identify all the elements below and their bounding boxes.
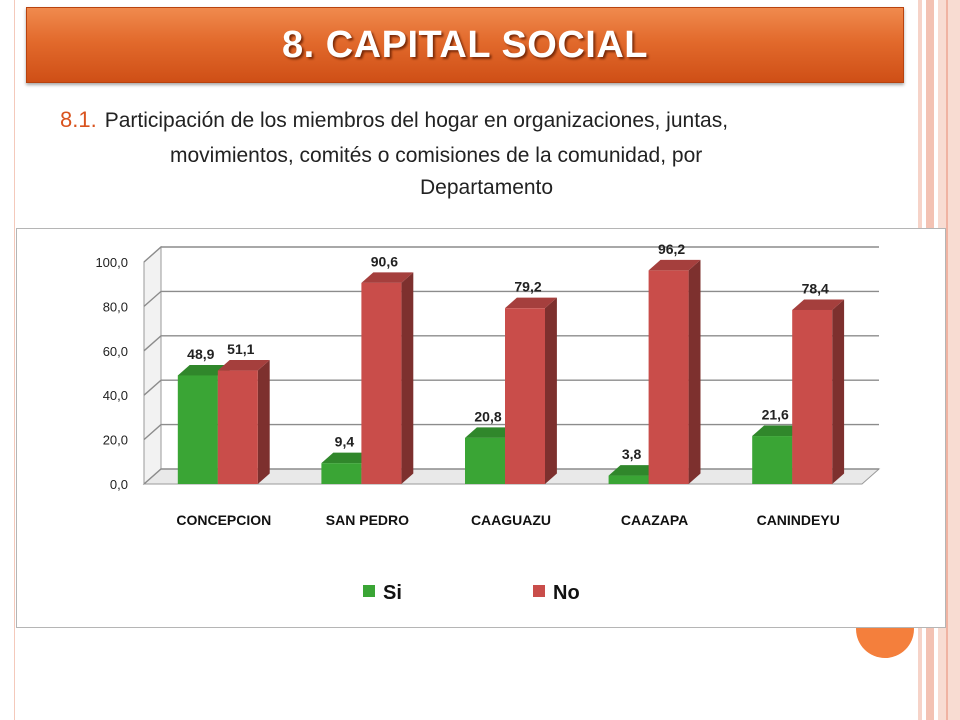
bar-no (792, 309, 833, 484)
bar-side-no (545, 297, 557, 484)
data-label: 48,9 (187, 346, 214, 362)
bar-no (505, 308, 545, 484)
bar-si (177, 375, 218, 484)
slide-title: 8. CAPITAL SOCIAL (281, 23, 648, 66)
x-tick-label: SAN PEDRO (326, 512, 409, 528)
data-label: 3,8 (622, 446, 642, 462)
bar-si (608, 475, 649, 484)
bar-si (321, 463, 362, 484)
y-tick-label: 40,0 (103, 388, 128, 403)
data-label: 51,1 (227, 341, 254, 357)
gridline (143, 423, 879, 441)
chart-container: 0,0 20,0 40,0 60,0 80,0 100,0 48,9 51,1 CONCEPCI… (16, 228, 946, 628)
y-tick-label: 20,0 (103, 433, 128, 448)
bar-top-si (608, 465, 661, 476)
bar-no (217, 370, 258, 484)
bar-side-no (401, 272, 414, 484)
gridline (143, 335, 879, 352)
x-tick-label: CONCEPCION (176, 512, 271, 528)
bar-top-no (361, 272, 414, 283)
subtitle-number: 8.1. (60, 107, 97, 132)
side-wall (143, 245, 162, 486)
x-tick-label: CAAGUAZU (471, 512, 551, 528)
x-tick-label: CAAZAPA (621, 512, 688, 528)
y-tick-label: 80,0 (103, 299, 128, 314)
bar-side-no (832, 299, 845, 484)
gridline (143, 379, 879, 396)
data-label: 78,4 (802, 280, 829, 296)
bar-top-no (217, 360, 270, 371)
bar-no (648, 270, 689, 484)
bar-si (752, 436, 793, 484)
decor-stripe (946, 0, 948, 720)
subtitle-line-2: movimientos, comités o comisiones de la … (170, 144, 703, 167)
bar-side-no (257, 360, 270, 484)
y-tick-label: 100,0 (95, 255, 128, 270)
x-tick-label: CANINDEYU (757, 512, 840, 528)
data-label: 79,2 (514, 279, 541, 295)
bar-no (361, 282, 402, 484)
bar-top-si (177, 364, 230, 376)
gridline (143, 246, 879, 263)
bar-chart: 0,0 20,0 40,0 60,0 80,0 100,0 48,9 51,1 CONCEPCI… (95, 241, 881, 604)
bar-side-no (688, 259, 701, 484)
data-label: 90,6 (371, 253, 398, 269)
data-label: 21,6 (762, 407, 789, 423)
subtitle-text-1: Participación de los miembros del hogar … (104, 109, 729, 132)
legend-label-si: Si (383, 582, 402, 604)
data-label: 20,8 (474, 408, 501, 424)
bar-top-no (505, 297, 557, 309)
title-banner: 8. CAPITAL SOCIAL (26, 7, 904, 83)
bar-top-no (648, 259, 701, 271)
legend-label-no: No (553, 582, 580, 604)
left-border-line (14, 0, 15, 720)
y-tick-label: 60,0 (103, 344, 128, 359)
legend-swatch-no (533, 585, 545, 597)
bar-si (465, 437, 505, 484)
data-label: 96,2 (658, 241, 685, 257)
bar-top-si (321, 452, 374, 464)
y-tick-label: 0,0 (110, 477, 128, 492)
bar-top-si (465, 427, 517, 438)
legend-swatch-si (363, 585, 375, 597)
data-label: 9,4 (335, 434, 355, 450)
gridline (143, 290, 879, 307)
subtitle-line-3: Departamento (420, 176, 554, 199)
bar-top-no (792, 299, 845, 310)
subtitle-line-1: 8.1. Participación de los miembros del ho… (60, 104, 728, 136)
bar-top-si (752, 425, 805, 437)
